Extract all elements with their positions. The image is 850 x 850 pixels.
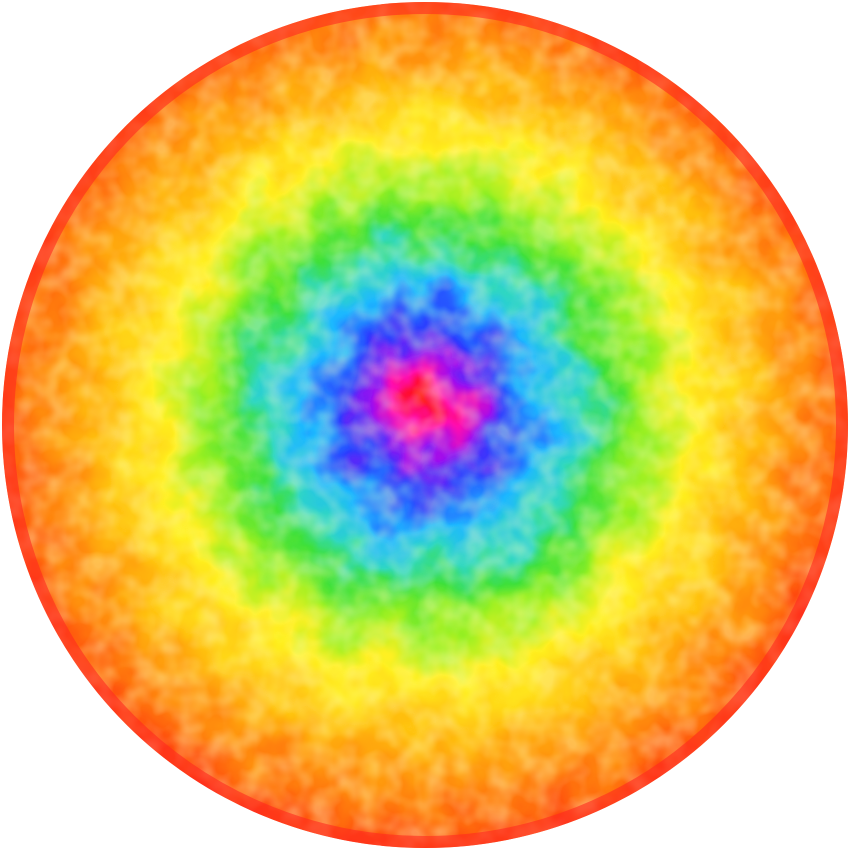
polar-heatmap — [2, 2, 848, 848]
texture — [2, 2, 848, 848]
page: {} — [0, 0, 850, 850]
rim — [2, 2, 848, 848]
disc — [2, 2, 848, 848]
